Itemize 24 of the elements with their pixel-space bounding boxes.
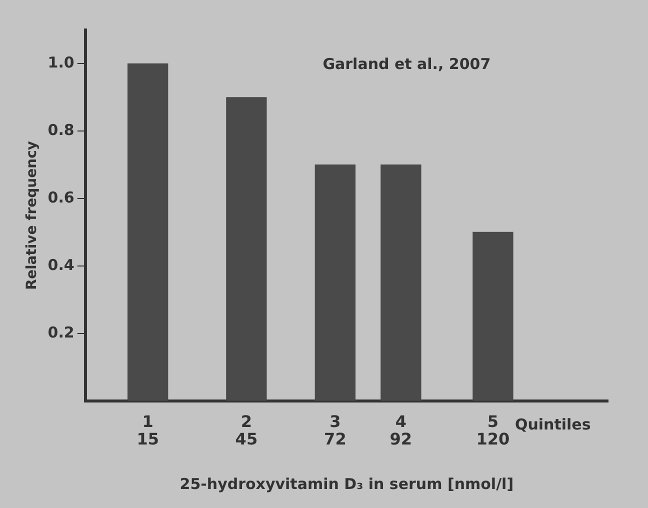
text: 4	[395, 412, 406, 431]
bar	[380, 164, 422, 401]
bar	[472, 232, 514, 401]
bar	[226, 97, 267, 401]
text: 5	[487, 412, 499, 431]
y-tick-label: 0.4	[48, 256, 74, 274]
y-tick-label: 1.0	[48, 54, 74, 72]
x-tick-label: 45	[235, 430, 258, 449]
y-tick-label: 0.8	[48, 121, 74, 140]
text: 1	[142, 412, 154, 431]
text: 3	[330, 412, 341, 431]
x-axis-title: 25-hydroxyvitamin D₃ in serum [nmol/l]	[180, 474, 514, 493]
bar	[127, 63, 168, 401]
y-axis-title: Relative frequency	[24, 140, 40, 290]
bar	[314, 164, 356, 401]
text: 2	[240, 412, 252, 431]
x-tick-label: 120	[476, 430, 510, 449]
text: Quintiles	[514, 416, 591, 434]
x-tick-label: 72	[324, 430, 346, 449]
y-tick-label: 0.2	[48, 323, 74, 342]
annotation: Garland et al., 2007	[322, 54, 491, 73]
x-tick-label: 15	[136, 430, 159, 449]
y-tick-label: 0.6	[48, 188, 74, 206]
x-tick-label: 92	[390, 430, 412, 449]
